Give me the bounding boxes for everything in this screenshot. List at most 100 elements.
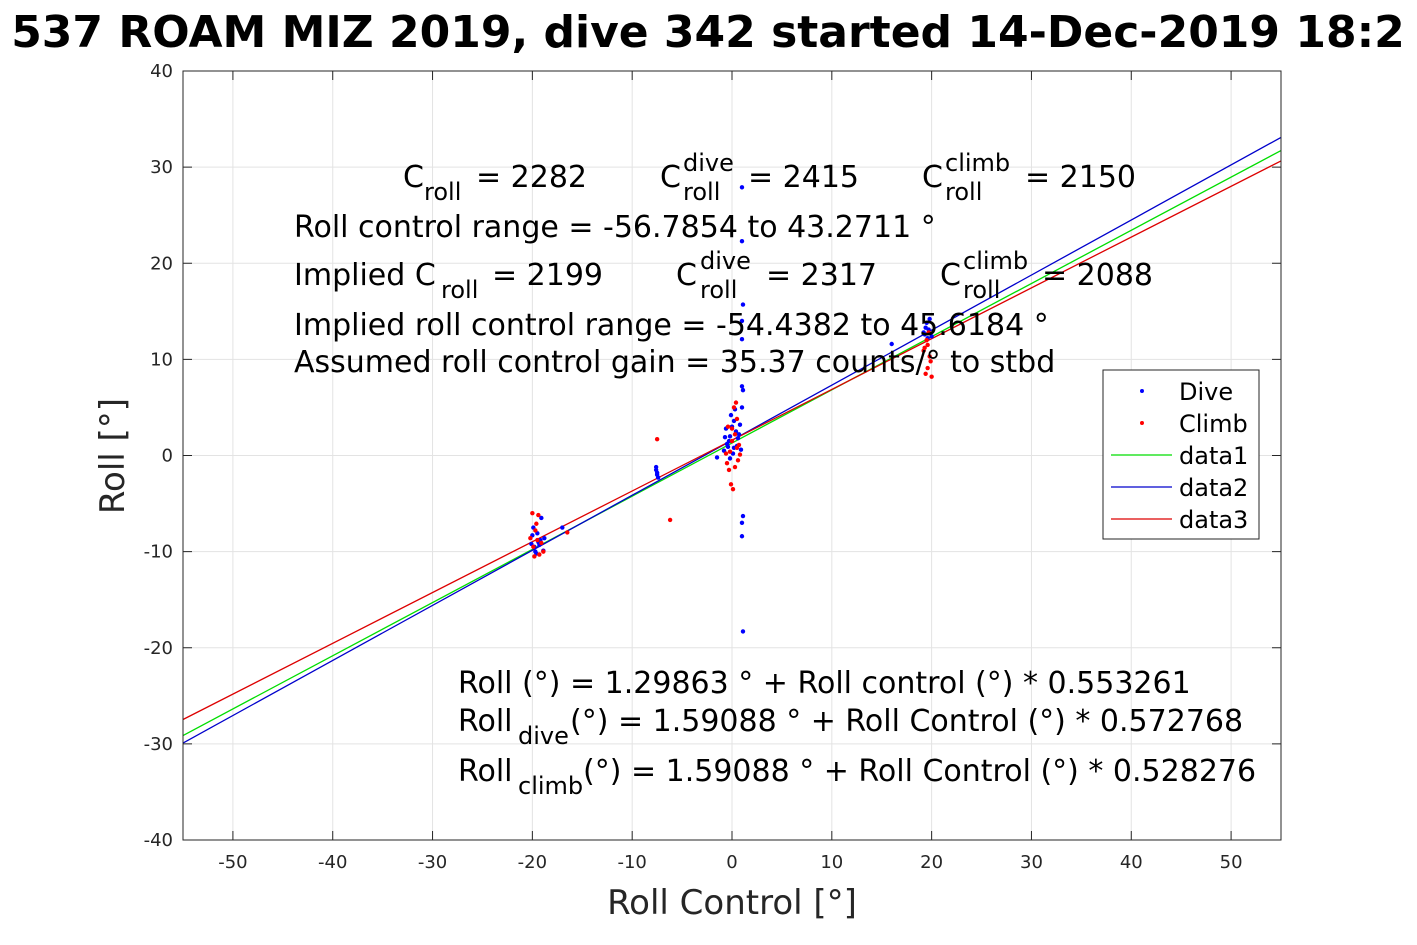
x-tick-label: 10 xyxy=(820,852,843,873)
point-climb xyxy=(531,544,536,550)
point-dive xyxy=(889,341,894,347)
point-dive xyxy=(728,412,734,418)
point-dive xyxy=(737,422,743,427)
x-tick-label: -50 xyxy=(218,852,247,873)
point-dive xyxy=(739,185,745,190)
annotation-implied-c-roll-climb: C climb roll = 2088 xyxy=(940,247,1153,304)
annotation-c-roll: C roll = 2282 xyxy=(403,160,587,206)
legend-label: Dive xyxy=(1179,378,1233,406)
c-roll-sub: roll xyxy=(424,178,461,206)
chart-title: 537 ROAM MIZ 2019, dive 342 started 14-D… xyxy=(11,7,1405,58)
roll-control-range: Roll control range = -56.7854 to 43.2711… xyxy=(294,210,936,245)
x-tick-label: -10 xyxy=(617,852,646,873)
point-dive xyxy=(725,444,731,450)
point-dive xyxy=(714,455,720,460)
implied-c-roll-prefix: Implied C xyxy=(294,258,436,293)
annotation-implied-c-roll: Implied C roll = 2199 xyxy=(294,258,603,304)
point-climb xyxy=(726,467,732,473)
x-tick-label: 50 xyxy=(1220,852,1243,873)
point-climb xyxy=(532,554,537,559)
point-climb xyxy=(732,432,738,437)
scatter-points xyxy=(528,185,934,634)
legend-marker xyxy=(1140,421,1144,425)
point-dive xyxy=(740,629,746,634)
c-roll-dive-base: C xyxy=(660,160,681,195)
x-tick-label: -20 xyxy=(518,852,547,873)
point-climb xyxy=(729,426,735,431)
point-climb xyxy=(735,458,741,463)
point-climb xyxy=(541,549,546,554)
point-climb xyxy=(736,442,742,448)
equation-roll-climb: Roll climb (°) = 1.59088 ° + Roll Contro… xyxy=(458,754,1256,800)
legend-item-climb: Climb xyxy=(1140,410,1248,438)
point-climb xyxy=(537,552,542,557)
point-dive xyxy=(722,435,728,440)
implied-dive-base: C xyxy=(676,258,697,293)
eq2-sub: dive xyxy=(518,722,569,750)
c-roll-dive-value: = 2415 xyxy=(748,160,859,195)
point-dive xyxy=(735,435,741,441)
point-dive xyxy=(739,534,745,539)
point-dive xyxy=(727,456,733,461)
legend-label: data2 xyxy=(1179,474,1248,502)
point-dive xyxy=(739,520,745,525)
point-dive xyxy=(738,447,744,452)
legend-item-data1: data1 xyxy=(1111,442,1248,470)
x-tick-label: 0 xyxy=(726,852,737,873)
point-dive xyxy=(739,238,745,244)
implied-dive-sub: roll xyxy=(700,276,737,304)
x-tick-label: 40 xyxy=(1120,852,1143,873)
point-climb xyxy=(533,528,538,533)
point-climb xyxy=(728,482,734,487)
equation-roll-dive: Roll dive (°) = 1.59088 ° + Roll Control… xyxy=(458,704,1243,750)
point-climb xyxy=(923,371,928,376)
implied-c-roll-value: = 2199 xyxy=(492,258,603,293)
implied-climb-sup: climb xyxy=(963,247,1028,275)
point-climb xyxy=(536,512,541,518)
point-dive xyxy=(727,434,733,439)
point-dive xyxy=(739,336,745,342)
c-roll-dive-sub: roll xyxy=(683,178,720,206)
c-roll-climb-sup: climb xyxy=(945,149,1010,177)
point-climb xyxy=(724,460,730,466)
point-dive xyxy=(739,384,745,389)
point-dive xyxy=(927,316,932,322)
c-roll-climb-value: = 2150 xyxy=(1025,160,1136,195)
point-climb xyxy=(723,451,729,456)
eq2-base: Roll xyxy=(458,704,513,739)
point-climb xyxy=(926,330,931,335)
point-climb xyxy=(929,374,934,379)
legend-label: data1 xyxy=(1179,442,1248,470)
point-climb xyxy=(737,452,743,457)
point-climb xyxy=(534,521,539,526)
legend-label: Climb xyxy=(1179,410,1248,438)
legend: Dive Climb data1 data2 data3 xyxy=(1102,369,1260,540)
legend-item-data2: data2 xyxy=(1111,474,1248,502)
x-tick-label: -30 xyxy=(418,852,447,873)
y-tick-label: 30 xyxy=(150,157,173,178)
point-dive xyxy=(533,549,538,554)
point-climb xyxy=(925,365,930,371)
point-dive xyxy=(740,302,746,307)
y-tick-label: -30 xyxy=(144,734,173,755)
point-dive xyxy=(542,535,547,541)
point-climb xyxy=(654,436,660,442)
point-dive xyxy=(654,472,660,477)
implied-climb-base: C xyxy=(940,258,961,293)
point-climb xyxy=(725,424,731,429)
point-dive xyxy=(560,525,565,530)
point-climb xyxy=(927,354,932,359)
y-tick-label: 40 xyxy=(150,61,173,82)
point-climb xyxy=(727,449,733,454)
eq3-base: Roll xyxy=(458,754,513,789)
implied-c-roll-sub: roll xyxy=(441,276,478,304)
c-roll-climb-base: C xyxy=(922,160,943,195)
implied-climb-value: = 2088 xyxy=(1042,258,1153,293)
equation-roll: Roll (°) = 1.29863 ° + Roll control (°) … xyxy=(458,666,1191,701)
point-climb xyxy=(921,348,926,353)
implied-dive-value: = 2317 xyxy=(766,258,877,293)
annotation-c-roll-climb: C climb roll = 2150 xyxy=(922,149,1136,206)
point-climb xyxy=(539,540,544,546)
y-tick-label: -20 xyxy=(144,638,173,659)
point-climb xyxy=(925,342,930,348)
